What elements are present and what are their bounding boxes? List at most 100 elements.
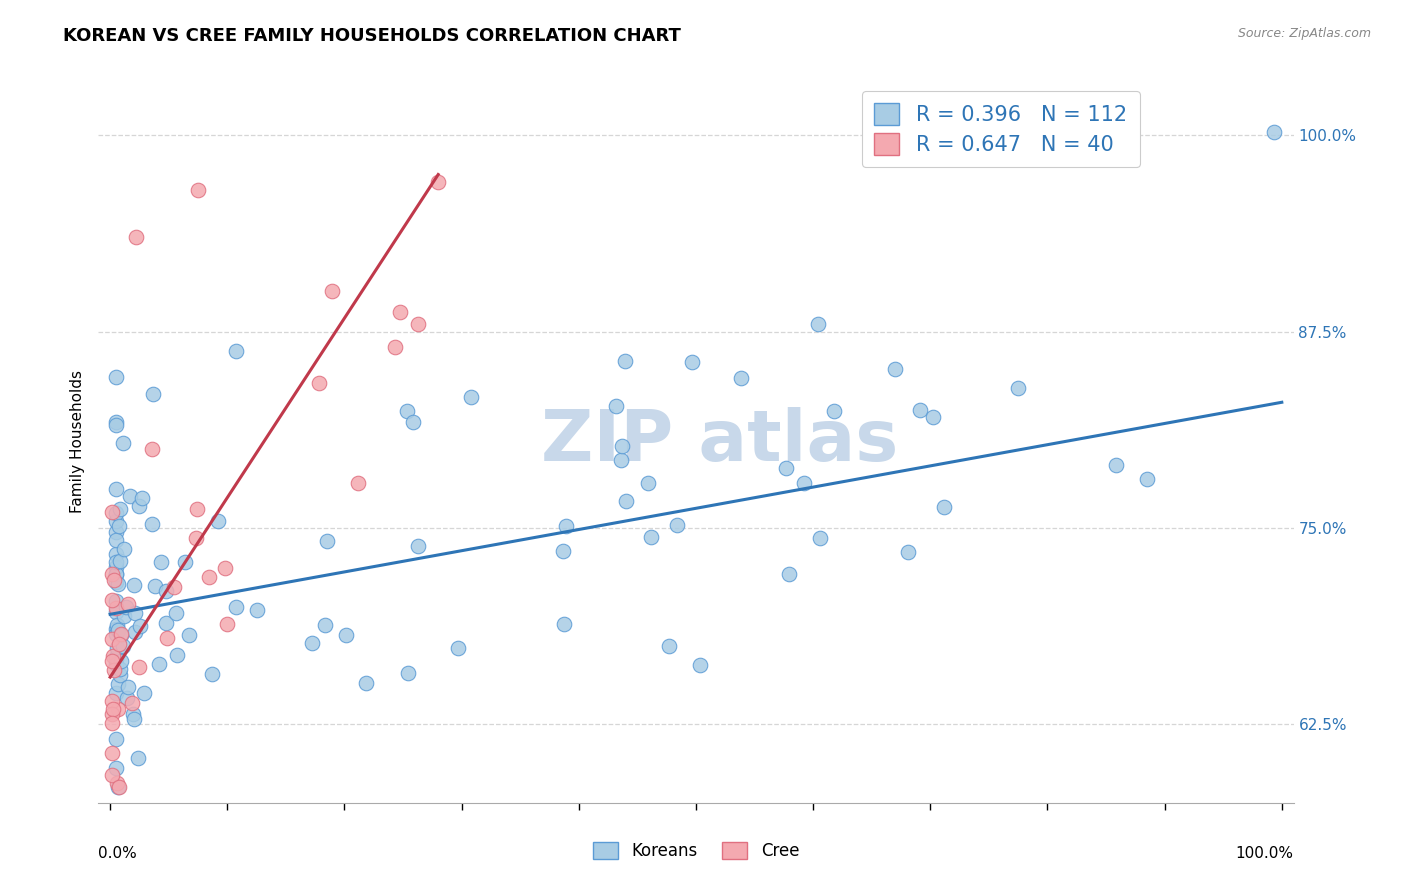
Point: [637, 475, 659, 490]
Point: [125, 230, 148, 244]
Point: [186, 501, 208, 516]
Point: [177, 628, 200, 642]
Point: [447, 641, 470, 656]
Point: [110, 654, 132, 668]
Point: [105, 514, 128, 528]
Point: [553, 544, 575, 558]
Point: [105, 483, 128, 497]
Point: [225, 343, 247, 358]
Point: [217, 617, 239, 632]
Point: [105, 626, 128, 640]
Point: [104, 601, 127, 615]
Point: [1007, 381, 1029, 395]
Point: [120, 489, 142, 503]
Point: [384, 340, 406, 354]
Point: [246, 603, 269, 617]
Point: [107, 677, 129, 691]
Point: [105, 649, 128, 664]
Point: [166, 648, 188, 662]
Point: [301, 636, 323, 650]
Point: [155, 584, 177, 599]
Point: [883, 362, 905, 376]
Point: [141, 442, 163, 457]
Point: [107, 577, 129, 591]
Point: [105, 652, 128, 666]
Point: [107, 623, 129, 637]
Point: [156, 632, 179, 646]
Point: [121, 696, 143, 710]
Point: [356, 676, 378, 690]
Point: [101, 632, 124, 647]
Point: [112, 542, 135, 557]
Point: [105, 547, 128, 561]
Point: [108, 780, 131, 794]
Point: [613, 354, 636, 368]
Point: [775, 461, 797, 475]
Point: [105, 524, 128, 539]
Point: [128, 499, 150, 513]
Point: [554, 519, 576, 533]
Point: [401, 415, 423, 429]
Y-axis label: Family Households: Family Households: [69, 370, 84, 513]
Point: [124, 712, 146, 726]
Point: [730, 370, 752, 384]
Point: [187, 183, 209, 197]
Point: [609, 452, 631, 467]
Point: [225, 599, 247, 614]
Point: [101, 654, 124, 668]
Point: [105, 533, 128, 548]
Point: [105, 567, 128, 582]
Point: [105, 640, 128, 655]
Point: [316, 534, 339, 549]
Point: [105, 657, 128, 671]
Point: [103, 663, 125, 677]
Point: [793, 475, 815, 490]
Point: [658, 639, 681, 653]
Point: [908, 403, 931, 417]
Point: [105, 776, 128, 790]
Point: [553, 617, 575, 632]
Point: [127, 750, 149, 764]
Point: [141, 516, 163, 531]
Point: [163, 580, 186, 594]
Point: [460, 390, 482, 404]
Point: [148, 657, 170, 672]
Point: [1136, 472, 1159, 486]
Point: [1105, 458, 1128, 473]
Point: [101, 746, 124, 760]
Point: [808, 531, 831, 545]
Point: [129, 618, 152, 632]
Point: [108, 637, 131, 651]
Point: [214, 561, 236, 575]
Point: [107, 780, 129, 794]
Point: [165, 607, 187, 621]
Point: [101, 567, 124, 582]
Point: [107, 701, 129, 715]
Point: [101, 702, 124, 716]
Point: [207, 514, 229, 528]
Point: [115, 690, 138, 705]
Text: 0.0%: 0.0%: [98, 847, 138, 861]
Point: [105, 567, 128, 582]
Point: [101, 768, 124, 782]
Point: [108, 519, 131, 533]
Point: [142, 387, 165, 401]
Point: [111, 436, 134, 450]
Point: [321, 284, 343, 298]
Point: [174, 555, 197, 569]
Point: [112, 609, 135, 624]
Point: [665, 518, 688, 533]
Text: KOREAN VS CREE FAMILY HOUSEHOLDS CORRELATION CHART: KOREAN VS CREE FAMILY HOUSEHOLDS CORRELA…: [63, 27, 681, 45]
Point: [346, 475, 368, 490]
Point: [388, 305, 411, 319]
Point: [778, 567, 800, 582]
Point: [897, 544, 920, 558]
Point: [201, 667, 224, 681]
Point: [143, 579, 166, 593]
Point: [614, 494, 637, 508]
Point: [922, 409, 945, 424]
Point: [128, 660, 150, 674]
Point: [427, 175, 450, 189]
Point: [105, 574, 128, 589]
Text: Source: ZipAtlas.com: Source: ZipAtlas.com: [1237, 27, 1371, 40]
